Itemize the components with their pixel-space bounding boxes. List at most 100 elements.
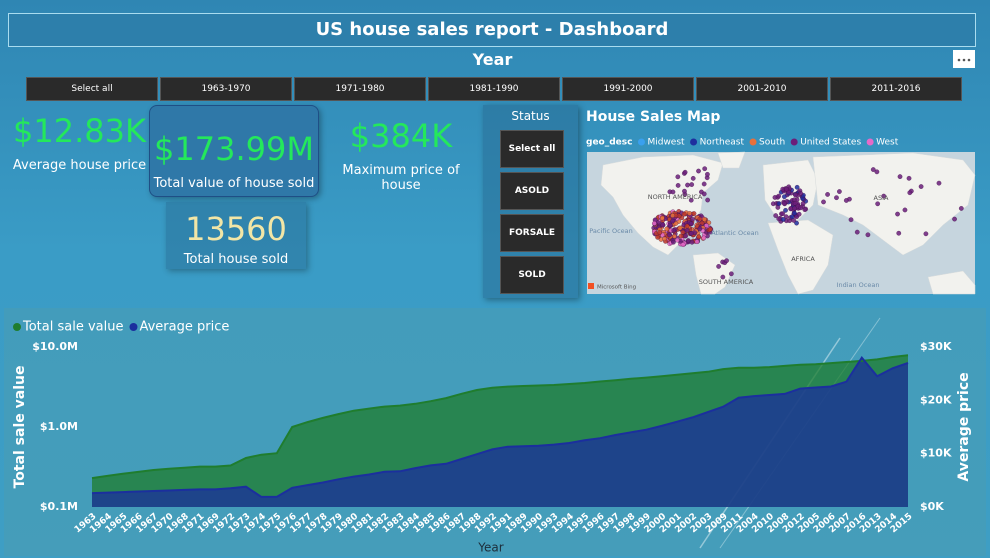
kpi-value: 13560 — [185, 210, 287, 248]
map-point — [802, 207, 808, 213]
status-option[interactable]: Select all — [500, 130, 564, 168]
map-point — [720, 274, 726, 280]
map-point — [897, 174, 903, 179]
map-point — [696, 168, 701, 174]
legend-marker — [13, 323, 21, 331]
map-point — [670, 189, 676, 195]
map-point — [691, 211, 697, 216]
y2-tick-label: $30K — [920, 340, 952, 353]
map-point — [780, 217, 786, 222]
bing-logo — [588, 283, 594, 289]
x-axis-title: Year — [477, 541, 503, 555]
continent — [812, 152, 976, 256]
status-slicer: Status Select all ASOLD FORSALE SOLD — [483, 105, 578, 298]
status-option[interactable]: ASOLD — [500, 172, 564, 210]
map-point — [667, 232, 672, 238]
year-option[interactable]: 1991-2000 — [562, 77, 694, 101]
year-option[interactable]: 1971-1980 — [294, 77, 426, 101]
map-labels: NORTH AMERICA Pacific Ocean Atlantic Oce… — [589, 193, 889, 291]
map-point — [796, 211, 802, 217]
map-point — [843, 198, 849, 203]
map-visual: House Sales Map NORTH AMERICA Pacific Oc… — [586, 109, 976, 295]
y-tick-label: $0.1M — [40, 500, 78, 513]
map-point — [680, 229, 686, 235]
map-point — [772, 195, 778, 200]
map-point — [793, 192, 798, 198]
map-point — [705, 197, 710, 203]
map-point — [705, 172, 710, 177]
map-point — [780, 211, 786, 217]
map-point — [681, 211, 687, 217]
map-points — [651, 166, 964, 280]
map-point — [794, 184, 800, 190]
map-point — [895, 211, 900, 217]
year-option[interactable]: 1963-1970 — [160, 77, 292, 101]
kpi-label: Total house sold — [183, 252, 289, 267]
map-point — [716, 264, 721, 269]
year-option[interactable]: 2011-2016 — [830, 77, 962, 101]
y-tick-label: $1.0M — [40, 420, 78, 433]
map-point — [918, 184, 924, 189]
map-legend-label: South — [759, 138, 785, 148]
map-title: House Sales Map — [586, 109, 720, 125]
map-point — [677, 225, 683, 231]
map-attribution: Microsoft Bing — [597, 285, 636, 291]
map-legend-label: United States — [800, 138, 861, 148]
map-point — [697, 226, 703, 232]
year-option[interactable]: 1981-1990 — [428, 77, 560, 101]
map-point — [902, 207, 908, 213]
map-label: Pacific Ocean — [589, 227, 633, 235]
map-legend-label: Midwest — [647, 138, 685, 148]
y2-tick-label: $0K — [920, 500, 944, 513]
map-point — [794, 220, 799, 226]
map-point — [671, 239, 676, 245]
status-slicer-label: Status — [511, 109, 550, 123]
y2-tick-label: $20K — [920, 393, 952, 406]
map-point — [675, 183, 681, 188]
map-label: Indian Ocean — [837, 281, 880, 289]
kpi-value: $173.99M — [154, 130, 314, 168]
status-option[interactable]: SOLD — [500, 256, 564, 294]
map-legend-title: geo_desc — [586, 138, 632, 148]
map-point — [675, 237, 680, 243]
map-point — [923, 231, 929, 237]
kpi-value: $12.83K — [13, 112, 146, 150]
dot — [962, 58, 966, 62]
more-options[interactable] — [953, 50, 975, 68]
map-point — [782, 194, 787, 200]
map-point — [690, 176, 696, 181]
map-point — [865, 232, 871, 238]
map-point — [800, 201, 806, 206]
map-legend-marker — [690, 138, 698, 146]
map-point — [783, 208, 788, 213]
continent — [927, 270, 976, 295]
status-option[interactable]: FORSALE — [500, 214, 564, 252]
map-point — [675, 174, 681, 180]
map-point — [728, 271, 734, 277]
kpi-label: Maximum price of house — [342, 163, 460, 193]
map-label: SOUTH AMERICA — [699, 278, 754, 286]
map-point — [682, 188, 687, 194]
map-point — [680, 242, 686, 247]
map-point — [798, 205, 804, 211]
map-point — [685, 182, 690, 188]
map-legend-marker — [637, 138, 645, 146]
year-option[interactable]: Select all — [26, 77, 158, 101]
map-point — [689, 239, 695, 245]
map-point — [688, 221, 694, 226]
dot — [957, 58, 961, 62]
map-label: AFRICA — [791, 255, 815, 263]
year-option[interactable]: 2001-2010 — [696, 77, 828, 101]
map-label: ASIA — [874, 194, 889, 202]
map-point — [837, 189, 842, 194]
kpi-value: $384K — [349, 117, 453, 155]
map-point — [687, 211, 692, 216]
chart: Year Total sale value Average price $0.1… — [4, 308, 986, 556]
map-point — [854, 229, 860, 235]
map-point — [788, 206, 794, 212]
map-legend-marker — [790, 138, 798, 146]
map-point — [688, 231, 694, 236]
map-point — [660, 222, 666, 228]
kpi-label: Average house price — [12, 158, 147, 173]
map-point — [786, 190, 792, 195]
